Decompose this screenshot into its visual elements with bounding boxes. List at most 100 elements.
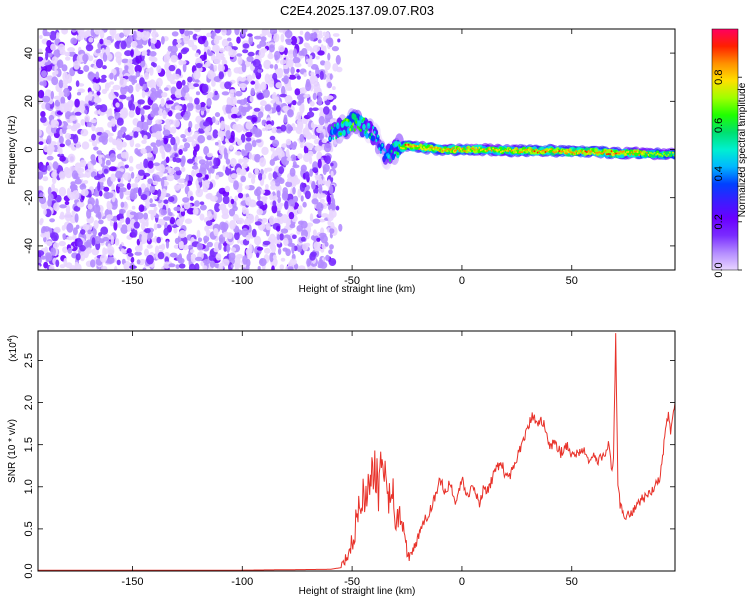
spectrogram-noise-mark: [323, 106, 330, 115]
spectrogram-noise-mark: [45, 50, 49, 61]
spectrogram-y-tick-label: 20: [23, 95, 35, 107]
spectrogram-noise-mark: [248, 35, 254, 45]
spectrogram-noise-mark: [258, 258, 267, 267]
snr-scale-label: (x10: [8, 342, 19, 362]
spectrogram-noise-mark: [134, 251, 142, 256]
spectrogram-noise-mark: [173, 226, 178, 234]
spectrogram-noise-mark: [109, 29, 117, 36]
spectrogram-signal-mark: [358, 127, 361, 131]
spectrogram-noise-mark: [53, 95, 62, 100]
spectrogram-noise-mark: [305, 43, 310, 49]
spectrogram-noise-mark: [141, 121, 149, 131]
spectrogram-noise-mark: [130, 171, 135, 179]
spectrogram-signal-mark: [469, 150, 471, 153]
spectrogram-noise-mark: [317, 177, 323, 186]
spectrogram-signal-mark: [470, 147, 473, 150]
spectrogram-noise-mark: [309, 48, 315, 53]
spectrogram-noise-mark: [283, 114, 288, 124]
spectrogram-noise-mark: [198, 159, 206, 165]
spectrogram-noise-mark: [66, 222, 74, 233]
spectrogram-noise-mark: [226, 243, 230, 253]
spectrogram-signal-mark: [610, 150, 613, 153]
spectrogram-noise-mark: [228, 49, 237, 58]
spectrogram-noise-mark: [58, 186, 67, 197]
spectrogram-signal-mark: [622, 150, 625, 153]
spectrogram-y-tick-label: 0: [23, 146, 35, 152]
spectrogram-signal-mark: [444, 149, 447, 152]
spectrogram-signal-mark: [453, 149, 456, 152]
spectrogram-noise-mark: [278, 29, 284, 33]
spectrogram-noise-mark: [217, 139, 221, 148]
spectrogram-signal-mark: [430, 146, 433, 149]
spectrogram-noise-mark: [307, 111, 315, 118]
spectrogram-noise-mark: [262, 127, 266, 132]
spectrogram-noise-mark: [191, 169, 196, 177]
spectrogram-noise-mark: [169, 119, 175, 125]
spectrogram-signal-mark: [638, 154, 641, 157]
spectrogram-noise-mark: [283, 75, 289, 85]
spectrogram-noise-mark: [168, 212, 173, 216]
spectrogram-noise-mark: [207, 70, 215, 80]
spectrogram-noise-mark: [254, 153, 261, 163]
spectrogram-noise-mark: [335, 54, 341, 65]
spectrogram-signal-mark: [441, 149, 444, 152]
spectrogram-noise-mark: [255, 139, 262, 143]
spectrogram-noise-mark: [127, 64, 134, 74]
spectrogram-noise-mark: [221, 38, 229, 48]
spectrogram-noise-mark: [46, 135, 52, 145]
spectrogram-noise-mark: [271, 204, 278, 214]
spectrogram-noise-mark: [75, 253, 81, 261]
spectrogram-signal-mark: [376, 134, 379, 138]
spectrogram-noise-mark: [88, 55, 94, 62]
spectrogram-noise-mark: [256, 246, 264, 251]
spectrogram-noise-mark: [301, 103, 305, 110]
spectrogram-noise-mark: [196, 172, 203, 178]
spectrogram-noise-mark: [177, 52, 183, 60]
spectrogram-noise-mark: [296, 94, 305, 101]
spectrogram-noise-mark: [159, 196, 164, 200]
spectrogram-noise-mark: [292, 161, 297, 167]
spectrogram-noise-mark: [147, 152, 153, 158]
spectrogram-noise-mark: [76, 91, 82, 96]
spectrogram-noise-mark: [143, 175, 147, 180]
spectrogram-noise-mark: [160, 98, 165, 107]
spectrogram-noise-mark: [190, 249, 195, 254]
spectrogram-signal-mark: [527, 149, 530, 151]
spectrogram-noise-mark: [146, 254, 154, 265]
spectrogram-noise-mark: [135, 54, 142, 64]
spectrogram-noise-mark: [260, 81, 267, 92]
spectrogram-noise-mark: [237, 139, 243, 146]
spectrogram-signal-mark: [376, 134, 380, 141]
spectrogram-noise-mark: [329, 228, 335, 234]
spectrogram-signal-mark: [526, 148, 528, 151]
spectrogram-noise-mark: [163, 261, 171, 269]
spectrogram-signal-mark: [672, 151, 674, 154]
spectrogram-noise-mark: [58, 79, 64, 89]
spectrogram-signal-mark: [378, 147, 381, 151]
spectrogram-noise-mark: [230, 173, 238, 179]
spectrogram-noise-mark: [241, 227, 249, 238]
spectrogram-noise-mark: [193, 29, 202, 33]
spectrogram-noise-mark: [50, 141, 57, 146]
spectrogram-noise-mark: [256, 252, 260, 258]
spectrogram-signal-mark: [384, 149, 387, 153]
spectrogram-noise-mark: [203, 238, 207, 244]
spectrogram-noise-mark: [170, 80, 177, 85]
spectrogram-noise-mark: [214, 202, 221, 213]
spectrogram-noise-mark: [305, 81, 312, 92]
spectrogram-noise-mark: [242, 43, 250, 49]
spectrogram-signal-mark: [352, 122, 355, 126]
spectrogram-noise-mark: [285, 124, 293, 134]
spectrogram-noise-mark: [292, 186, 296, 195]
spectrogram-noise-mark: [70, 37, 78, 45]
spectrogram-noise-mark: [267, 53, 274, 60]
spectrogram-noise-mark: [194, 52, 200, 58]
spectrogram-noise-mark: [190, 253, 197, 263]
spectrogram-noise-mark: [327, 195, 332, 205]
spectrogram-noise-mark: [303, 131, 309, 136]
spectrogram-noise-mark: [163, 137, 168, 145]
spectrogram-noise-mark: [213, 157, 219, 167]
spectrogram-noise-mark: [203, 258, 211, 265]
spectrogram-noise-mark: [142, 105, 151, 110]
spectrogram-signal-mark: [584, 150, 587, 153]
